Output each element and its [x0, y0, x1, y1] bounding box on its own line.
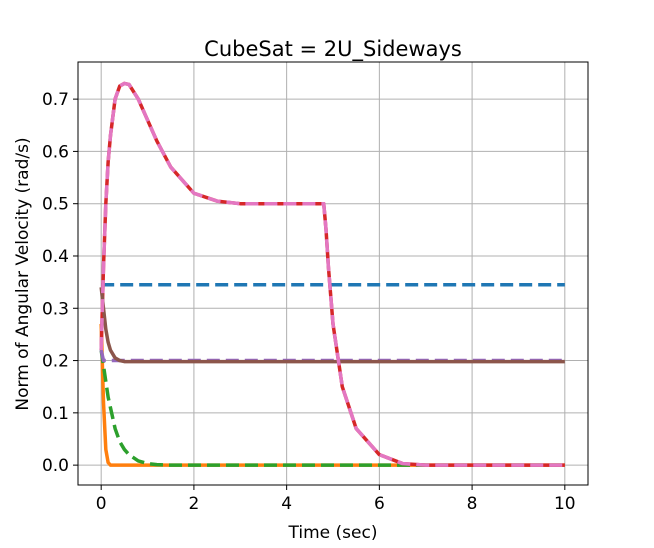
y-tick-label: 0.6: [42, 142, 69, 162]
y-tick-label: 0.7: [42, 90, 69, 110]
data-line: [99, 323, 565, 467]
y-tick-label: 0.3: [42, 299, 69, 319]
y-tick-label: 0.5: [42, 195, 69, 215]
data-line: [99, 81, 565, 467]
y-tick-label: 0.0: [42, 456, 69, 476]
data-line: [99, 287, 565, 364]
chart-title: CubeSat = 2U_Sideways: [204, 37, 462, 62]
y-tick-label: 0.4: [42, 247, 69, 267]
x-tick-label: 2: [188, 494, 199, 514]
y-tick-label: 0.2: [42, 352, 69, 372]
plot-frame: [77, 61, 589, 486]
x-tick-label: 8: [467, 494, 478, 514]
x-tick-label: 6: [374, 494, 385, 514]
data-line: [99, 81, 565, 467]
x-axis-label: Time (sec): [288, 523, 378, 543]
ticks: 0 2 4 6 8 10 0.0 0.1 0.2 0.3 0.4 0.5 0.6 0.7: [42, 90, 576, 514]
grid: [78, 62, 588, 485]
data-line: [99, 349, 565, 363]
x-tick-label: 4: [281, 494, 292, 514]
x-tick-label: 10: [554, 494, 576, 514]
lines: [99, 81, 565, 467]
x-tick-label: 0: [96, 494, 107, 514]
y-tick-label: 0.1: [42, 404, 69, 424]
y-axis-label: Norm of Angular Velocity (rad/s): [13, 137, 33, 410]
data-line: [99, 349, 565, 467]
